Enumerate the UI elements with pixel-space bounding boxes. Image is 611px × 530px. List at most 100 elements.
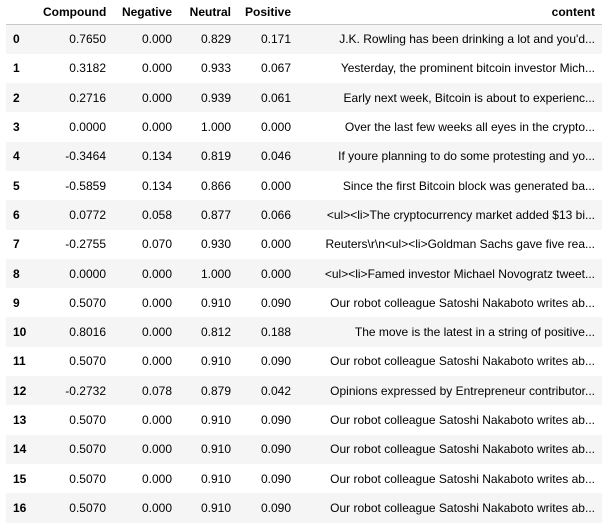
table-row: 10 0.8016 0.000 0.812 0.188 The move is the l…	[6, 317, 602, 347]
positive-cell: 0.066	[260, 207, 291, 222]
positive-cell: 0.090	[260, 471, 291, 486]
positive-cell: 0.061	[260, 90, 291, 105]
negative-cell: 0.000	[141, 90, 172, 105]
negative-cell: 0.000	[141, 266, 172, 281]
table-row: 0 0.7650 0.000 0.829 0.171 J.K. Rowling has b…	[6, 24, 602, 54]
column-header-neutral: Neutral	[179, 0, 238, 25]
row-index: 13	[13, 413, 27, 427]
index-header	[6, 0, 36, 25]
table-row: 16 0.5070 0.000 0.910 0.090 Our robot colleag…	[6, 493, 602, 523]
compound-cell: -0.2755	[65, 237, 106, 252]
table-body: 0 0.7650 0.000 0.829 0.171 J.K. Rowling has b…	[6, 24, 602, 523]
neutral-cell: 0.910	[200, 500, 231, 515]
neutral-cell: 0.910	[200, 413, 231, 427]
negative-cell: 0.000	[141, 442, 172, 457]
compound-cell: 0.5070	[69, 295, 106, 310]
table-row: 5 -0.5859 0.134 0.866 0.000 Since the first B…	[6, 171, 602, 200]
row-index: 2	[13, 90, 20, 105]
row-index: 12	[13, 383, 27, 398]
content-cell: Opinions expressed by Entrepreneur contr…	[330, 383, 595, 398]
row-index: 16	[13, 500, 27, 515]
negative-cell: 0.134	[141, 178, 172, 193]
positive-cell: 0.000	[260, 237, 291, 252]
compound-cell: 0.5070	[69, 413, 106, 427]
neutral-cell: 0.933	[200, 61, 231, 76]
negative-cell: 0.000	[141, 61, 172, 76]
negative-cell: 0.000	[141, 32, 172, 47]
table-row: 14 0.5070 0.000 0.910 0.090 Our robot colleag…	[6, 434, 602, 464]
header-row: Compound Negative Neutral Positive conte…	[6, 0, 602, 25]
content-cell: Our robot colleague Satoshi Nakaboto wri…	[330, 471, 595, 486]
content-cell: Our robot colleague Satoshi Nakaboto wri…	[330, 442, 595, 457]
content-cell: J.K. Rowling has been drinking a lot and…	[339, 32, 595, 47]
row-index: 3	[13, 120, 20, 135]
negative-cell: 0.000	[141, 120, 172, 135]
content-cell: Our robot colleague Satoshi Nakaboto wri…	[330, 354, 595, 369]
compound-cell: 0.8016	[69, 325, 106, 340]
table-row: 2 0.2716 0.000 0.939 0.061 Early next week, B…	[6, 83, 602, 113]
table-row: 9 0.5070 0.000 0.910 0.090 Our robot colleagu…	[6, 288, 602, 317]
compound-cell: 0.5070	[69, 471, 106, 486]
neutral-cell: 0.812	[200, 325, 231, 340]
table-row: 7 -0.2755 0.070 0.930 0.000 Reuters\r\n<ul><l…	[6, 230, 602, 259]
negative-cell: 0.070	[141, 237, 172, 252]
table-row: 8 0.0000 0.000 1.000 0.000 <ul><li>Famed inve…	[6, 258, 602, 289]
positive-cell: 0.067	[260, 61, 291, 76]
table-row: 3 0.0000 0.000 1.000 0.000 Over the last few …	[6, 112, 602, 141]
positive-cell: 0.090	[260, 295, 291, 310]
positive-cell: 0.000	[260, 120, 291, 135]
row-index: 8	[13, 266, 20, 281]
compound-cell: 0.0772	[69, 207, 106, 222]
compound-cell: 0.5070	[69, 500, 106, 515]
content-cell: Our robot colleague Satoshi Nakaboto wri…	[330, 295, 595, 310]
negative-cell: 0.134	[141, 149, 172, 164]
content-cell: If youre planning to do some protesting …	[338, 149, 595, 164]
negative-cell: 0.058	[141, 207, 172, 222]
table-row: 12 -0.2732 0.078 0.879 0.042 Opinions express…	[6, 376, 602, 406]
compound-cell: -0.5859	[65, 178, 106, 193]
neutral-cell: 0.819	[200, 149, 231, 164]
column-header-positive: Positive	[238, 0, 298, 25]
neutral-cell: 0.910	[200, 442, 231, 457]
compound-cell: 0.7650	[69, 32, 106, 47]
neutral-cell: 0.910	[200, 471, 231, 486]
content-cell: <ul><li>Famed investor Michael Novogratz…	[324, 266, 595, 281]
positive-cell: 0.090	[260, 500, 291, 515]
table-row: 11 0.5070 0.000 0.910 0.090 Our robot colleag…	[6, 347, 602, 376]
content-cell: Reuters\r\n<ul><li>Goldman Sachs gave fi…	[325, 237, 595, 252]
row-index: 5	[13, 178, 20, 193]
row-index: 10	[13, 325, 27, 340]
neutral-cell: 0.866	[200, 178, 231, 193]
content-cell: Early next week, Bitcoin is about to exp…	[343, 90, 595, 105]
negative-cell: 0.078	[141, 383, 172, 398]
row-index: 11	[13, 354, 26, 369]
content-cell: Since the first Bitcoin block was genera…	[342, 178, 595, 193]
content-cell: <ul><li>The cryptocurrency market added …	[326, 207, 595, 222]
content-cell: Yesterday, the prominent bitcoin investo…	[340, 61, 595, 76]
table-row: 4 -0.3464 0.134 0.819 0.046 If youre planning…	[6, 141, 602, 171]
compound-cell: -0.2732	[65, 383, 106, 398]
neutral-cell: 1.000	[200, 120, 231, 135]
neutral-cell: 0.879	[200, 383, 231, 398]
neutral-cell: 0.939	[200, 90, 231, 105]
content-cell: The move is the latest in a string of po…	[354, 325, 595, 340]
column-header-negative: Negative	[113, 0, 179, 25]
compound-cell: -0.3464	[65, 149, 106, 164]
row-index: 1	[13, 61, 20, 76]
row-index: 9	[13, 295, 20, 310]
content-cell: Our robot colleague Satoshi Nakaboto wri…	[330, 500, 595, 515]
column-header-content: content	[298, 0, 602, 25]
neutral-cell: 0.829	[200, 32, 231, 47]
column-header-compound: Compound	[36, 0, 113, 25]
dataframe-table: Compound Negative Neutral Positive conte…	[6, 0, 602, 523]
table-row: 1 0.3182 0.000 0.933 0.067 Yesterday, the pro…	[6, 54, 602, 83]
neutral-cell: 0.930	[200, 237, 231, 252]
negative-cell: 0.000	[141, 500, 172, 515]
negative-cell: 0.000	[141, 295, 172, 310]
row-index: 7	[13, 237, 20, 252]
negative-cell: 0.000	[141, 413, 172, 427]
row-index: 0	[13, 32, 20, 47]
positive-cell: 0.090	[260, 442, 291, 457]
row-index: 6	[13, 207, 20, 222]
positive-cell: 0.000	[260, 266, 291, 281]
